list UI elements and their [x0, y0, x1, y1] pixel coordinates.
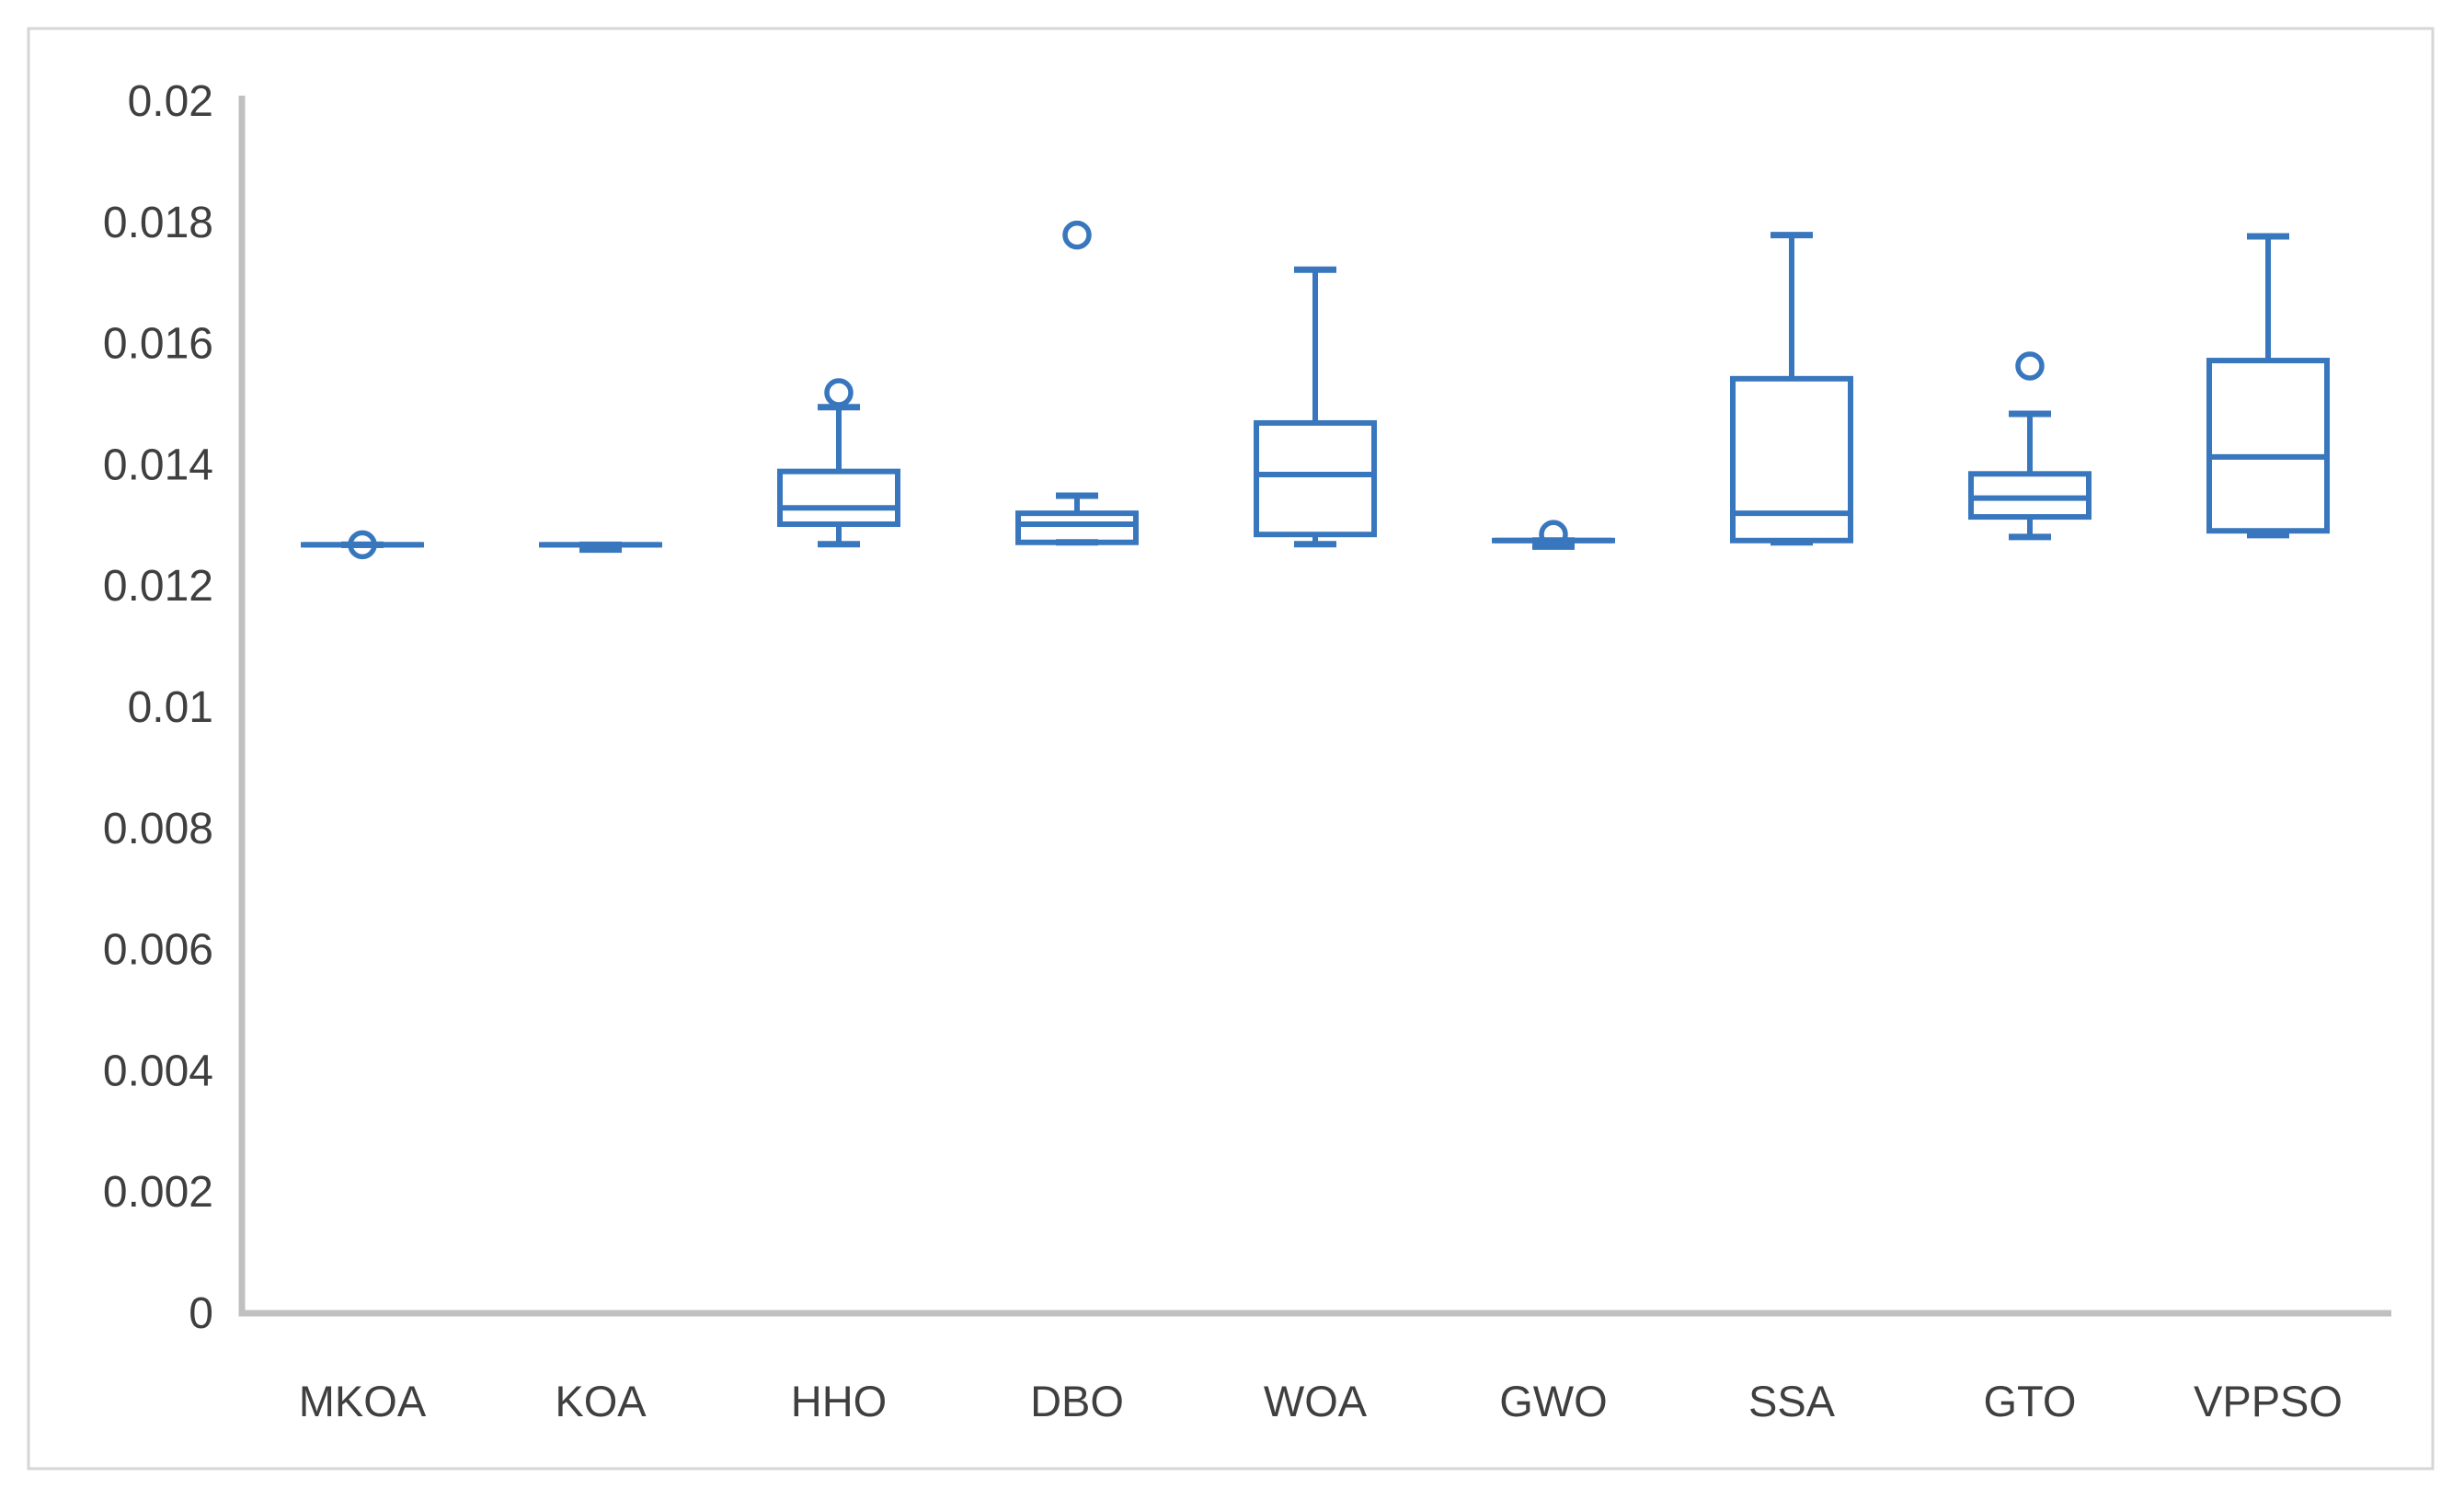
boxplot-GTO	[1968, 351, 2092, 541]
x-axis-category-label: HHO	[791, 1377, 887, 1425]
x-axis-category-label: GTO	[1984, 1377, 2077, 1425]
boxplot-KOA	[539, 541, 662, 554]
x-axis-category-label: WOA	[1264, 1377, 1368, 1425]
boxplot-GWO	[1492, 520, 1615, 550]
outlier-point	[1539, 520, 1568, 549]
x-axis-category-label: KOA	[555, 1377, 647, 1425]
outlier-point	[2015, 351, 2045, 381]
outlier-point	[1062, 220, 1092, 250]
y-axis-tick-label: 0.004	[103, 1047, 213, 1095]
y-axis-tick-label: 0.016	[103, 320, 213, 369]
y-axis-tick-label: 0.002	[103, 1168, 213, 1217]
x-axis-category-label: DBO	[1030, 1377, 1124, 1425]
y-axis-tick-label: 0.012	[103, 562, 213, 611]
x-axis-category-label: MKOA	[299, 1377, 427, 1425]
x-axis-category-label: GWO	[1499, 1377, 1607, 1425]
boxplot-DBO	[1015, 220, 1139, 546]
x-axis-category-label: SSA	[1748, 1377, 1836, 1425]
y-axis-tick-label: 0.01	[128, 683, 213, 732]
iqr-box	[777, 468, 900, 527]
y-axis-tick-label: 0.02	[128, 77, 213, 126]
iqr-box	[1254, 419, 1377, 538]
y-axis-tick-label: 0	[189, 1289, 213, 1338]
y-axis-tick-label: 0.006	[103, 926, 213, 975]
y-axis-tick-label: 0.014	[103, 441, 213, 489]
y-axis-tick-label: 0.008	[103, 805, 213, 853]
iqr-box	[1015, 510, 1139, 545]
outlier-point	[348, 530, 377, 560]
iqr-box	[1730, 375, 1853, 544]
iqr-box	[2206, 358, 2330, 534]
boxplot-MKOA	[301, 530, 424, 560]
outlier-point	[824, 378, 854, 407]
boxplot-SSA	[1730, 232, 1853, 546]
boxplot-WOA	[1254, 266, 1377, 548]
figure-border	[27, 27, 2435, 1470]
boxplot-HHO	[777, 378, 900, 548]
x-axis-category-label: VPPSO	[2194, 1377, 2343, 1425]
boxplot-VPPSO	[2206, 233, 2330, 539]
y-axis-tick-label: 0.018	[103, 199, 213, 247]
